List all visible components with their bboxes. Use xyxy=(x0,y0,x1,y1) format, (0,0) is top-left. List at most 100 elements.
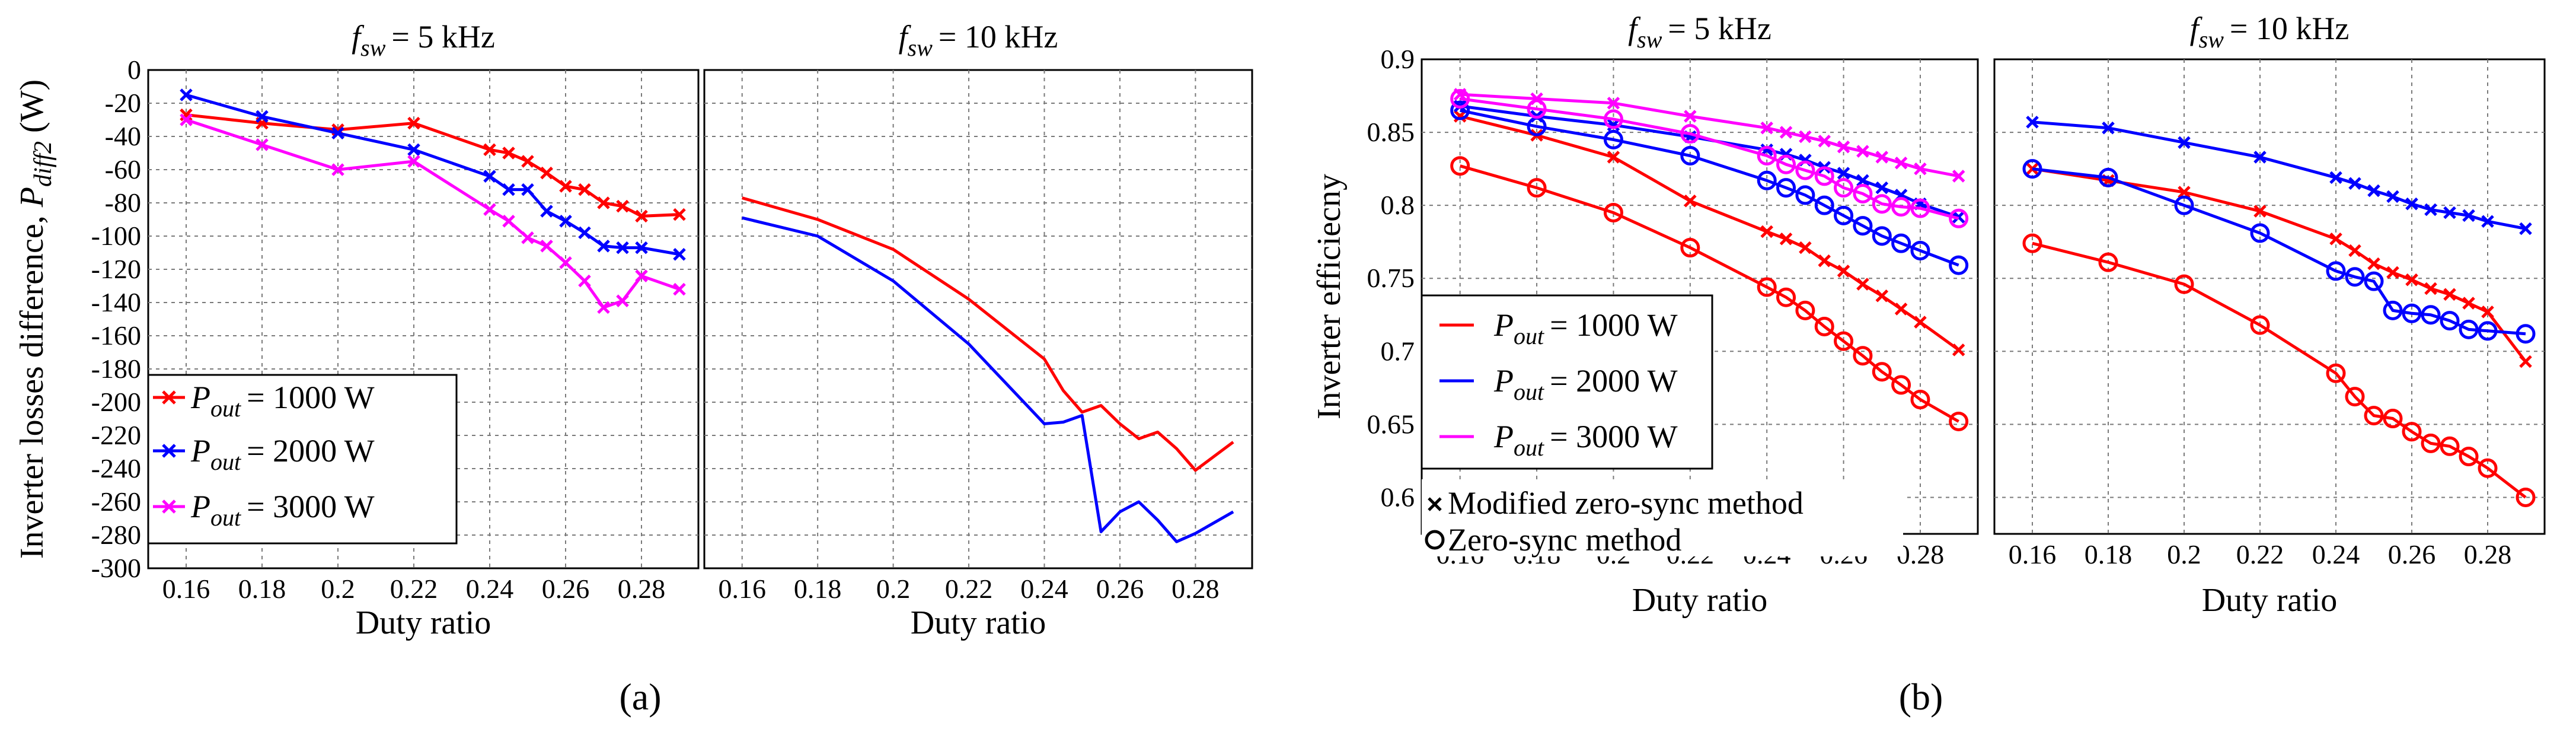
panel-a-label: (a) xyxy=(619,676,661,718)
panel-b-5khz-circle-point xyxy=(1910,390,1930,410)
panel-a-5khz-series-line-0 xyxy=(186,113,680,218)
panel-b-10khz-circle-point xyxy=(2440,436,2460,456)
panel-a-y-tick-label: -280 xyxy=(91,520,141,550)
panel-a-5khz-cross-point xyxy=(407,155,420,168)
panel-b-10khz-cross-point xyxy=(2253,151,2267,164)
panel-a-5khz-cross-point xyxy=(673,282,686,296)
panel-b-5khz-circle-point xyxy=(1795,160,1815,180)
panel-b-5khz-circle-point xyxy=(1603,109,1623,129)
panel-b-5khz-cross-point xyxy=(1952,343,1965,357)
panel-a-5khz-x-tick-label: 0.16 xyxy=(162,574,210,604)
panel-b-5khz-cross-point xyxy=(1760,225,1773,238)
panel-a-5khz-cross-point xyxy=(616,241,629,254)
panel-b-10khz-cross-point xyxy=(2481,215,2494,228)
panel-b-10khz-circle-point xyxy=(2440,311,2460,331)
panel-a-5khz-cross-point xyxy=(407,143,420,157)
panel-a-10khz-plot-area xyxy=(703,69,1253,569)
panel-b-5khz-circle-point xyxy=(1853,183,1873,203)
panel-b-5khz-circle-point xyxy=(1949,255,1969,275)
panel-a-5khz-x-tick-label: 0.28 xyxy=(618,574,666,604)
legend-b-1000-label: Pout = 1000 W xyxy=(1493,307,1678,349)
panel-b-5khz-circle-point xyxy=(1834,331,1854,351)
panel-b-10khz-series-line-2 xyxy=(2032,120,2526,230)
panel-a-y-axis-label: Inverter losses difference, Pdiff2 (W) xyxy=(14,79,57,559)
panel-b-5khz-series-line-3 xyxy=(1460,109,1959,267)
panel-a-10khz-x-tick-label: 0.24 xyxy=(1020,574,1068,604)
panel-b-10khz-circle-point xyxy=(2383,409,2403,429)
panel-a-5khz-cross-point xyxy=(635,269,648,282)
panel-a-5khz-x-tick-label: 0.18 xyxy=(238,574,286,604)
panel-b-5khz-cross-point xyxy=(1875,289,1889,303)
panel-b-5khz-cross-point xyxy=(1952,170,1965,183)
panel-b-y-tick-label: 0.85 xyxy=(1367,117,1415,147)
panel-b-5khz-circle-point xyxy=(1680,124,1700,144)
panel-a-5khz-cross-point xyxy=(635,241,648,254)
panel-b-5khz-cross-point xyxy=(1607,97,1620,110)
panel-b-10khz-cross-point xyxy=(2386,266,2399,279)
panel-b-5khz-cross-point xyxy=(1856,174,1869,187)
panel-a-y-tick-label: -240 xyxy=(91,453,141,483)
panel-a-5khz-cross-point xyxy=(540,205,553,218)
panel-a-legend-box xyxy=(147,374,458,545)
panel-a-y-tick-label: -100 xyxy=(91,221,141,251)
panel-b-5khz-cross-point xyxy=(1856,278,1869,291)
panel-a-5khz-title: fsw = 5 kHz xyxy=(352,19,495,61)
panel-b-5khz-circle-point xyxy=(1757,277,1777,297)
panel-b-10khz-cross-point xyxy=(2348,244,2361,257)
panel-b-5khz-cross-point xyxy=(1837,140,1850,154)
panel-b-5khz-circle-point xyxy=(1853,346,1873,366)
panel-b-5khz-circle-point xyxy=(1795,185,1815,205)
panel-a-5khz-cross-point xyxy=(180,108,193,122)
panel-a-10khz-x-tick-label: 0.18 xyxy=(794,574,842,604)
panel-b-10khz-cross-point xyxy=(2329,233,2342,246)
panel-b-10khz-x-tick-label: 0.28 xyxy=(2464,539,2512,569)
panel-b-5khz-circle-point xyxy=(1949,208,1969,228)
panel-b-5khz-circle-point xyxy=(1891,375,1911,395)
panel-b-5khz-cross-point xyxy=(1818,254,1831,268)
panel-a-y-tick-label: -260 xyxy=(91,486,141,517)
panel-a-5khz-cross-point xyxy=(597,240,610,253)
panel-b-5khz-cross-point xyxy=(1914,162,1927,176)
panel-b-10khz-circle-point xyxy=(2174,274,2194,294)
panel-b-marker-legend-box xyxy=(1422,479,1903,556)
panel-b-label: (b) xyxy=(1899,676,1943,718)
legend-a-1000-marker xyxy=(162,390,176,405)
panel-b-5khz-circle-point xyxy=(1872,226,1892,246)
panel-b-5khz-circle-point xyxy=(1834,178,1854,198)
panel-a-y-tick-labels: 0-20-40-60-80-100-120-140-160-180-200-22… xyxy=(91,55,141,583)
panel-a-5khz-cross-point xyxy=(635,209,648,223)
panel-a-y-tick-label: -180 xyxy=(91,354,141,384)
panel-a-10khz-x-tick-label: 0.16 xyxy=(718,574,766,604)
panel-a-5khz-cross-point xyxy=(521,183,534,196)
panel-b-5khz-circle-point xyxy=(1834,205,1854,225)
panel-a-5khz-cross-point xyxy=(502,183,515,196)
panel-b-5khz-cross-point xyxy=(1856,145,1869,158)
panel-b-10khz-circle-point xyxy=(2478,321,2498,341)
legend-b-2000-label: Pout = 2000 W xyxy=(1493,363,1678,405)
panel-b-10khz-circle-point xyxy=(2516,324,2536,344)
panel-b-10khz-circle-point xyxy=(2174,195,2194,215)
panel-a-5khz-cross-point xyxy=(256,110,269,123)
legend-a-2000-marker xyxy=(162,444,176,458)
panel-b-10khz-cross-point xyxy=(2424,203,2437,217)
panel-b-5khz-x-axis-label: Duty ratio xyxy=(1632,582,1768,619)
panel-b-10khz-series-line-3 xyxy=(2032,167,2526,336)
panel-b-y-tick-label: 0.6 xyxy=(1381,482,1415,512)
panel-a-5khz-cross-point xyxy=(521,231,534,244)
panel-b-10khz-cross-point xyxy=(2386,190,2399,203)
panel-b-10khz-circle-point xyxy=(2345,267,2365,287)
panel-b-10khz-circle-point xyxy=(2345,387,2365,407)
panel-b-10khz-x-tick-label: 0.18 xyxy=(2085,539,2133,569)
panel-b: 0.9 0.85 0.8 0.75 0.7 0.65 0.6 0.16 0.18 0.2 0.22… xyxy=(1311,11,2546,718)
panel-b-5khz-cross-point xyxy=(1875,151,1889,164)
panel-b-10khz-circle-point xyxy=(2022,159,2042,179)
panel-a-y-tick-label: -60 xyxy=(105,154,141,184)
panel-a-5khz-cross-point xyxy=(502,215,515,228)
panel-a-10khz-x-tick-label: 0.28 xyxy=(1172,574,1220,604)
panel-b-5khz-circle-point xyxy=(1776,178,1796,198)
panel-b-10khz-x-tick-label: 0.2 xyxy=(2167,539,2201,569)
panel-b-10khz-circle-point xyxy=(2098,252,2118,272)
panel-b-10khz-circle-point xyxy=(2250,315,2270,335)
panel-b-5khz-series-line-1 xyxy=(1460,164,1959,423)
